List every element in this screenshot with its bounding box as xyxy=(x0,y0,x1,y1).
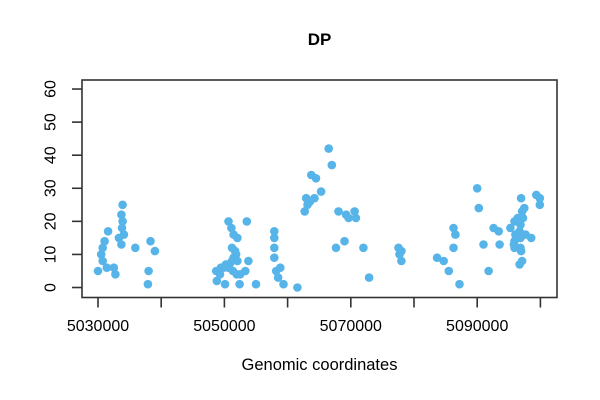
data-point xyxy=(233,256,242,266)
data-point xyxy=(144,266,153,276)
data-point xyxy=(224,217,233,226)
data-point xyxy=(351,213,361,223)
x-tick-label: 5030000 xyxy=(67,318,129,335)
y-tick-label: 0 xyxy=(43,283,60,292)
data-point xyxy=(150,246,160,256)
data-point xyxy=(506,223,515,233)
data-point xyxy=(344,213,353,223)
data-point xyxy=(143,279,153,289)
data-point xyxy=(494,227,504,236)
data-point xyxy=(118,217,127,226)
data-point xyxy=(334,207,343,216)
data-point xyxy=(516,246,526,256)
data-point xyxy=(495,240,504,249)
data-point xyxy=(270,233,279,243)
data-point xyxy=(220,279,230,289)
data-point xyxy=(432,253,442,262)
data-point xyxy=(449,223,458,233)
data-point xyxy=(484,266,493,276)
data-point xyxy=(300,207,310,216)
data-point xyxy=(293,283,302,292)
data-point xyxy=(364,273,374,282)
data-point xyxy=(244,256,253,266)
data-point xyxy=(98,243,107,253)
data-point xyxy=(311,174,321,183)
y-tick-label: 60 xyxy=(43,80,60,98)
data-point xyxy=(535,193,545,203)
data-point xyxy=(455,279,464,289)
data-point xyxy=(215,270,225,279)
data-point xyxy=(118,200,127,210)
data-point xyxy=(451,230,460,239)
data-point xyxy=(526,233,536,243)
data-point xyxy=(350,207,359,216)
data-point xyxy=(518,213,528,223)
y-tick-label: 20 xyxy=(43,212,60,230)
data-point xyxy=(96,250,106,259)
x-tick-label: 5070000 xyxy=(320,318,382,335)
y-tick-label: 10 xyxy=(43,245,60,263)
x-axis-label: Genomic coordinates xyxy=(241,356,398,374)
data-point xyxy=(279,279,288,289)
data-point xyxy=(510,243,519,253)
data-point xyxy=(227,223,236,233)
data-point xyxy=(270,227,279,236)
data-point xyxy=(270,253,279,262)
y-tick-label: 30 xyxy=(43,179,60,197)
data-point xyxy=(100,236,109,246)
data-point xyxy=(517,256,527,266)
data-point xyxy=(102,263,112,273)
data-point xyxy=(397,256,406,266)
data-point xyxy=(397,246,406,256)
data-point xyxy=(516,193,526,203)
data-point xyxy=(474,203,484,213)
data-point xyxy=(251,279,261,289)
data-point xyxy=(520,203,529,213)
data-point xyxy=(310,193,319,203)
data-point xyxy=(270,243,279,253)
plot-title: DP xyxy=(307,30,332,49)
data-point xyxy=(212,276,222,286)
x-tick-label: 5050000 xyxy=(193,318,255,335)
x-tick-label: 5090000 xyxy=(446,318,508,335)
data-point xyxy=(516,220,525,229)
data-point xyxy=(439,256,449,266)
data-point xyxy=(273,273,283,282)
data-point xyxy=(340,236,349,246)
data-point xyxy=(231,250,241,259)
data-point xyxy=(146,236,155,246)
data-point xyxy=(331,243,341,253)
data-point xyxy=(276,263,285,273)
data-point xyxy=(316,187,326,196)
data-point xyxy=(324,144,334,153)
data-point xyxy=(241,266,250,276)
data-point xyxy=(359,243,368,253)
data-point xyxy=(479,240,488,249)
data-point xyxy=(233,233,242,243)
data-point xyxy=(93,266,103,276)
y-tick-label: 50 xyxy=(43,113,60,131)
data-point xyxy=(449,243,458,253)
data-point xyxy=(444,266,454,276)
data-point xyxy=(98,256,107,266)
data-point xyxy=(119,230,129,239)
y-tick-label: 40 xyxy=(43,146,60,164)
data-point xyxy=(242,217,252,226)
data-point xyxy=(535,200,545,210)
data-point xyxy=(117,223,127,233)
data-point xyxy=(131,243,140,253)
data-point xyxy=(109,263,119,273)
data-point xyxy=(472,184,482,193)
data-point xyxy=(327,160,337,170)
data-point xyxy=(103,227,113,236)
data-point xyxy=(235,279,244,289)
data-point xyxy=(111,270,120,279)
data-point xyxy=(117,210,126,219)
data-point xyxy=(117,240,126,249)
